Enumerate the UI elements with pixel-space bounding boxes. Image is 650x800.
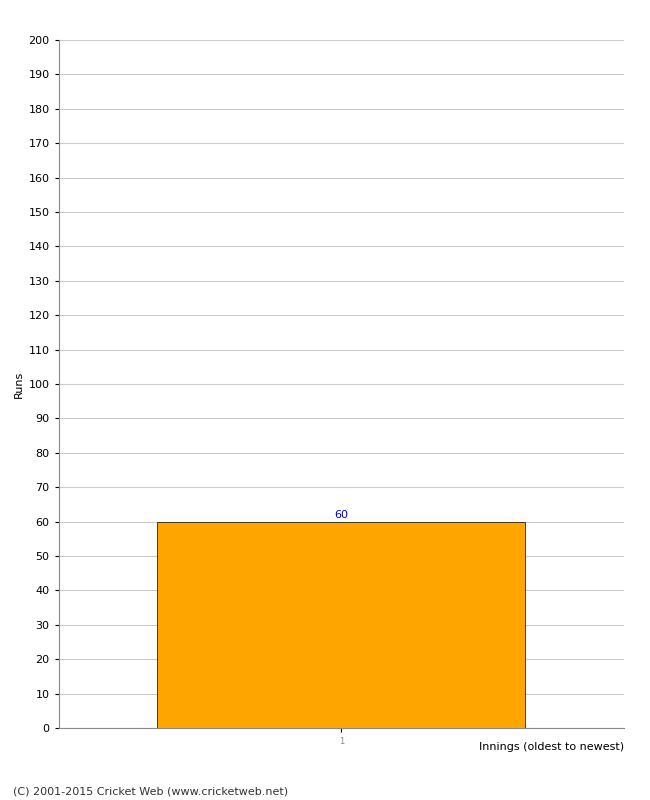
Text: Innings (oldest to newest): Innings (oldest to newest)	[479, 742, 624, 752]
Text: 60: 60	[334, 510, 348, 520]
Bar	[157, 522, 525, 728]
Text: (C) 2001-2015 Cricket Web (www.cricketweb.net): (C) 2001-2015 Cricket Web (www.cricketwe…	[13, 786, 288, 796]
Y-axis label: Runs: Runs	[14, 370, 24, 398]
